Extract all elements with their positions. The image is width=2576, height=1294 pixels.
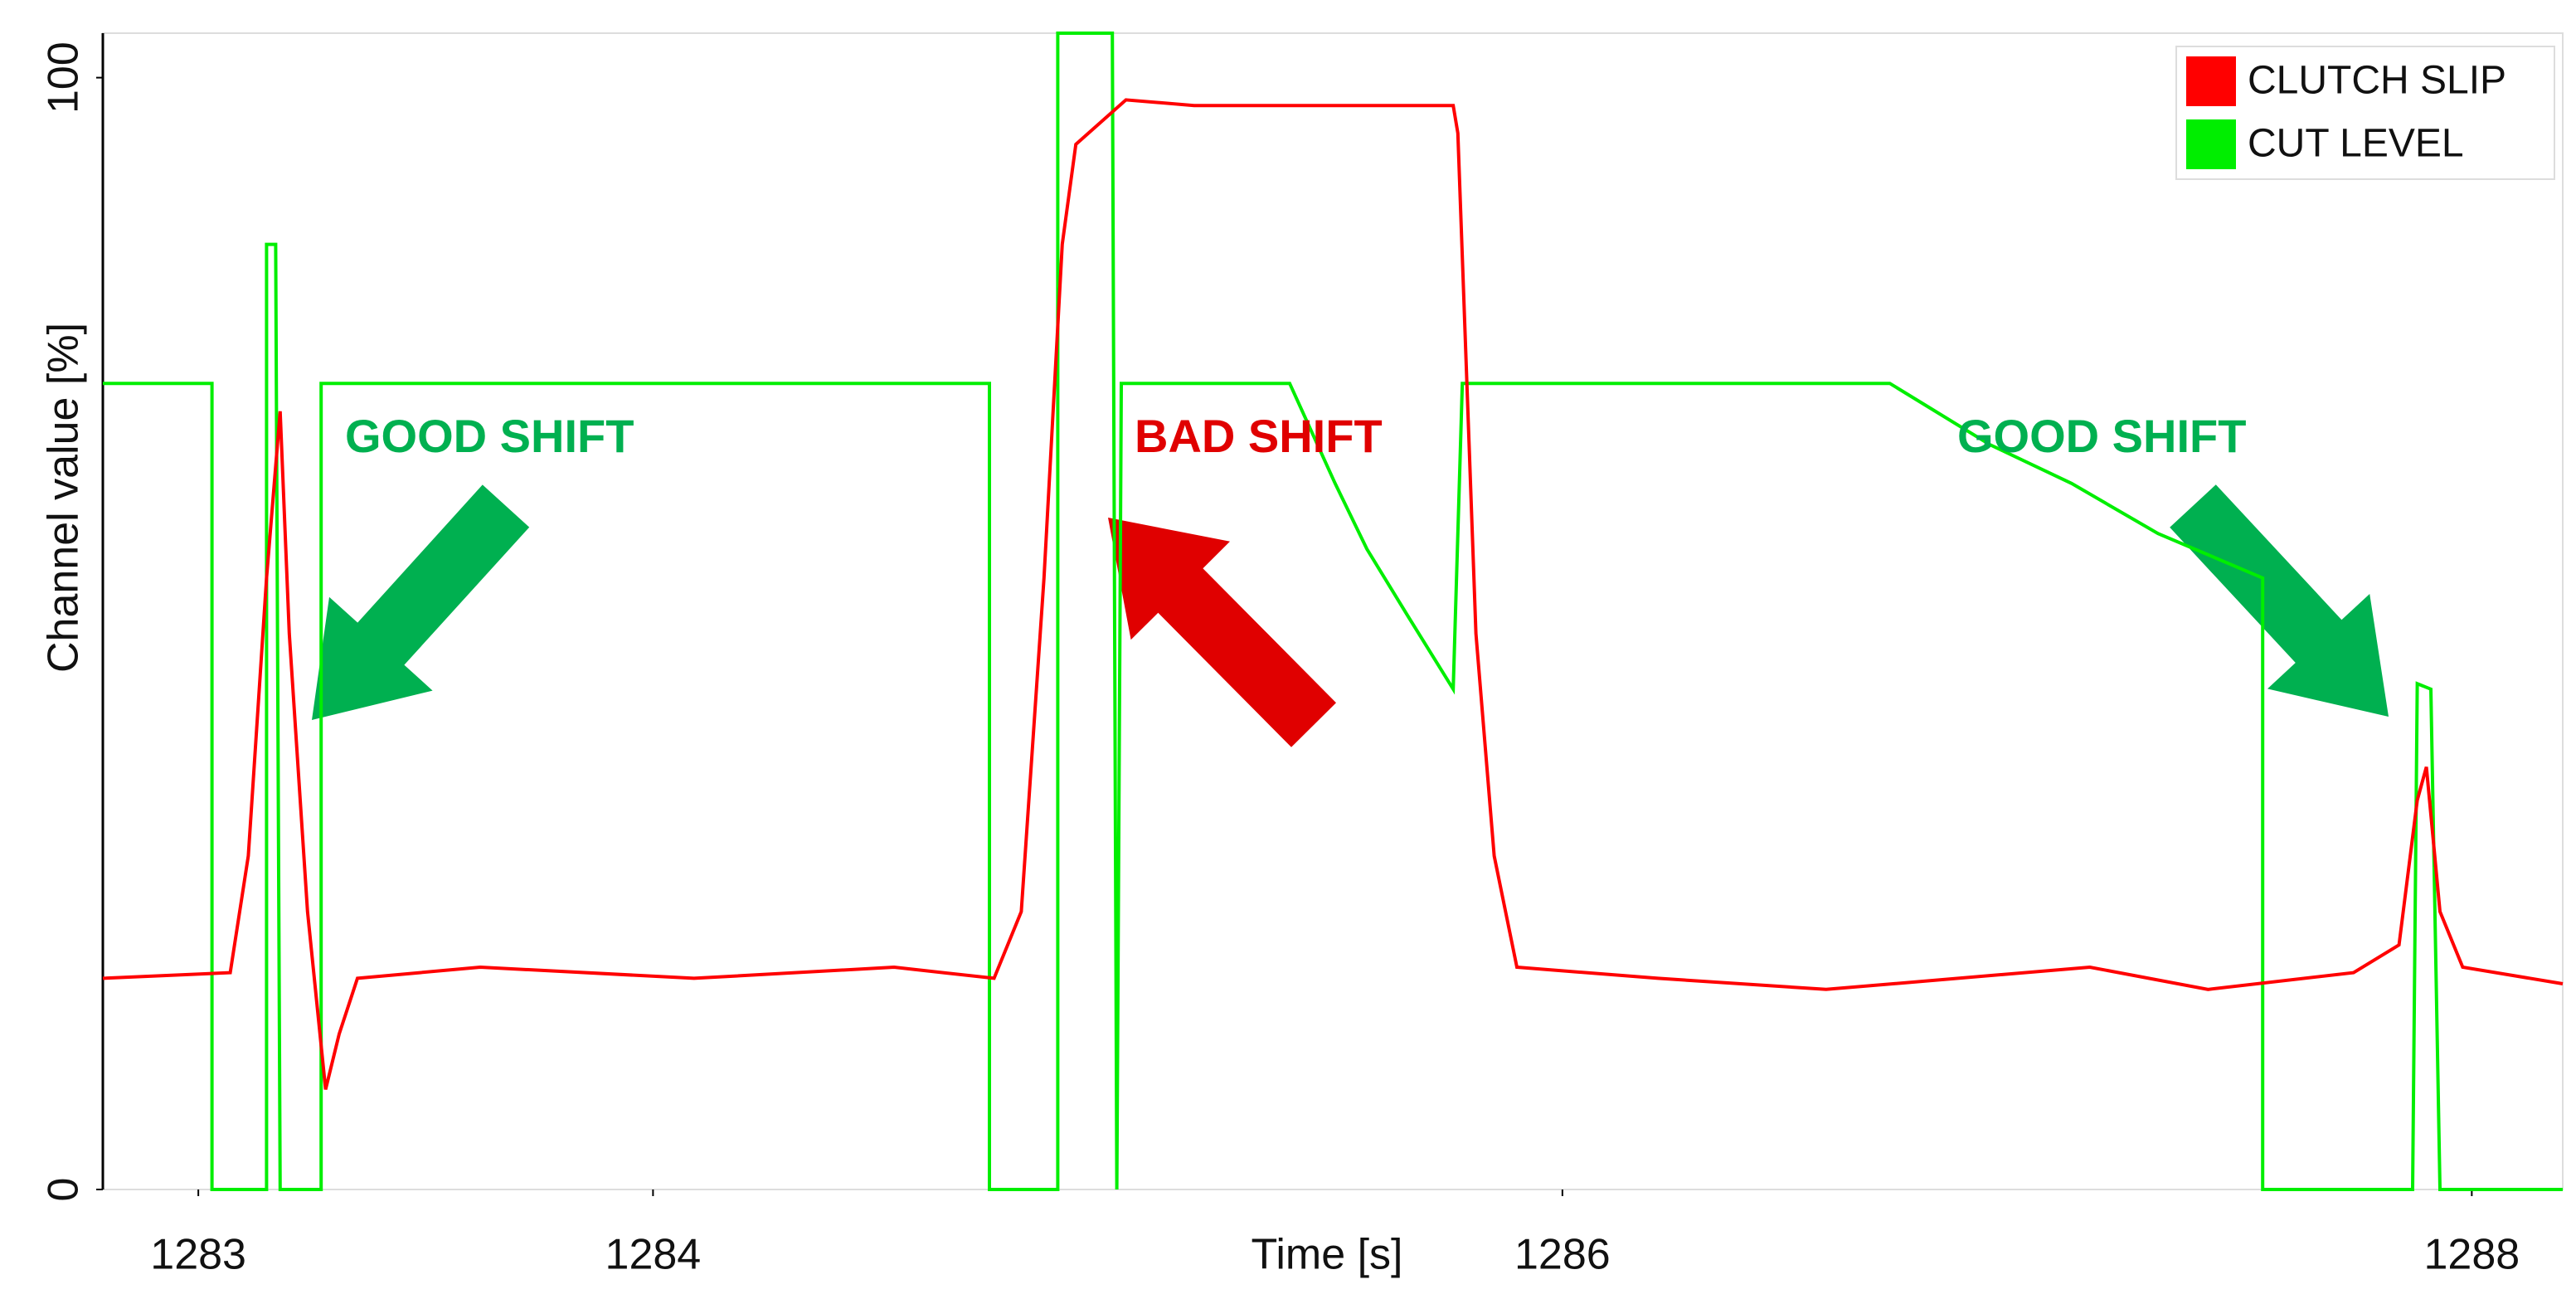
arrow — [2170, 484, 2389, 717]
annotation: BAD SHIFT — [1135, 410, 1383, 462]
legend-label: CUT LEVEL — [2248, 122, 2464, 166]
annotation: GOOD SHIFT — [345, 410, 634, 462]
arrow — [312, 484, 530, 720]
annotation: GOOD SHIFT — [1957, 410, 2246, 462]
x-axis-title: Time [s] — [1252, 1231, 1403, 1279]
line-series — [102, 98, 2564, 1090]
legend-swatch — [2186, 119, 2236, 169]
plot-area — [102, 32, 2564, 1190]
x-tick-label: 1284 — [605, 1231, 702, 1279]
y-axis-title: Channel value [%] — [40, 323, 88, 673]
y-tick-label: 100 — [40, 41, 88, 114]
annotation-arrows — [312, 484, 2389, 747]
x-tick-label: 1288 — [2424, 1231, 2520, 1279]
legend-swatch — [2186, 56, 2236, 106]
legend-label: CLUTCH SLIP — [2248, 59, 2506, 103]
x-tick-label: 1286 — [1514, 1231, 1611, 1279]
line-series — [103, 32, 2563, 1191]
legend — [2175, 46, 2555, 180]
arrow — [1108, 518, 1336, 747]
y-tick-label: 0 — [40, 1178, 88, 1202]
x-tick-label: 1283 — [150, 1231, 246, 1279]
